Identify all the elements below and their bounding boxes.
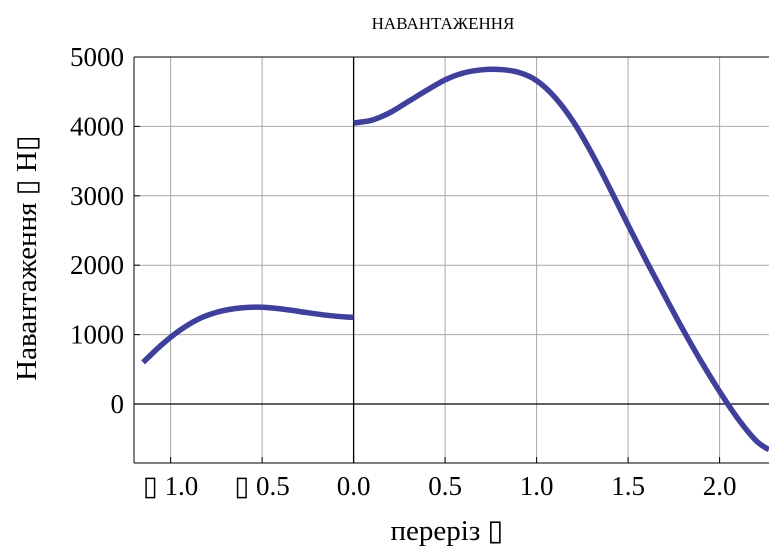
y-tick-label-3: 3000 [70, 181, 124, 211]
y-tick-label-1: 1000 [70, 320, 124, 350]
x-tick-label-1: ▯ 0.5 [234, 471, 289, 501]
series-line-segment-0-1 [353, 66, 769, 453]
x-tick-label-2: 0.0 [337, 471, 371, 501]
y-tick-label-2: 2000 [70, 250, 124, 280]
x-tick-label-3: 0.5 [428, 471, 462, 501]
x-tick-label-5: 1.5 [611, 471, 645, 501]
y-tick-label-5: 5000 [70, 42, 124, 72]
series-line-segment-0-0 [141, 304, 354, 365]
x-axis-label: переріз ▯ [391, 515, 504, 547]
y-tick-label-4: 4000 [70, 111, 124, 141]
x-tick-label-4: 1.0 [520, 471, 554, 501]
x-tick-label-6: 2.0 [703, 471, 737, 501]
y-tick-label-0: 0 [111, 389, 125, 419]
grid [134, 56, 769, 463]
y-axis-label: Навантаження ▯ Н▯ [11, 135, 43, 381]
chart-title: НАВАНТАЖЕННЯ [372, 14, 515, 33]
series-layer [141, 66, 769, 453]
axes [133, 56, 769, 464]
tick-labels: ▯ 1.0 ▯ 0.5 0.0 0.5 1.0 1.5 2.0 0 1000 2000 3000 40… [70, 42, 736, 501]
x-tick-label-0: ▯ 1.0 [143, 471, 198, 501]
